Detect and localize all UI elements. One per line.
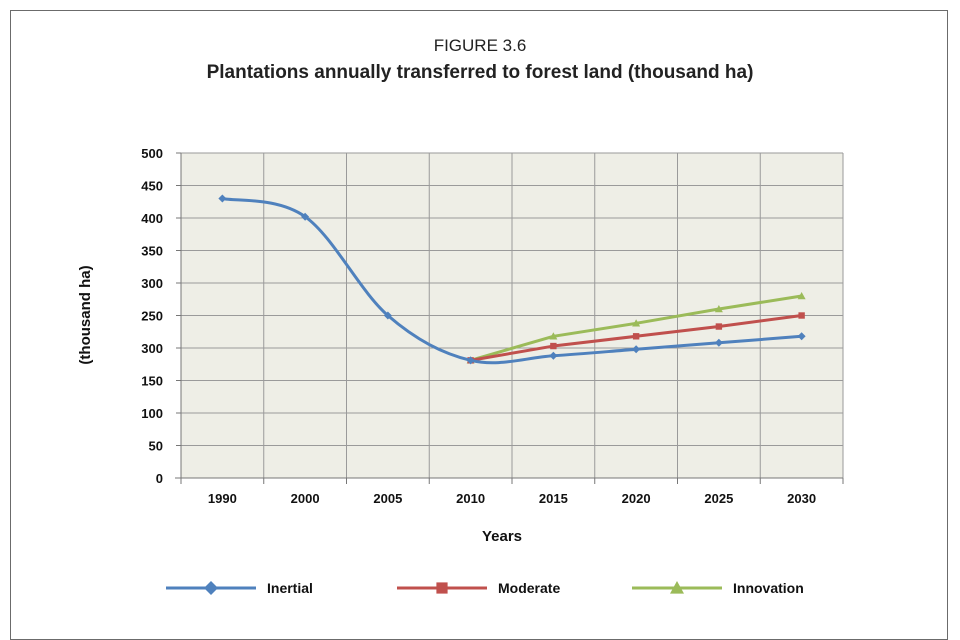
data-point-marker — [670, 581, 684, 594]
gridlines — [181, 152, 844, 478]
series-inertial — [218, 194, 806, 365]
x-tick-label: 2025 — [704, 491, 733, 506]
data-point-marker — [549, 332, 558, 340]
data-point-marker — [301, 212, 310, 221]
axes — [175, 152, 844, 484]
y-tick-label: 150 — [141, 374, 163, 389]
y-tick-label: 350 — [141, 244, 163, 259]
data-point-marker — [466, 356, 475, 365]
data-point-marker — [632, 319, 641, 327]
data-point-marker — [715, 323, 723, 330]
data-point-marker — [714, 305, 723, 313]
y-tick-label: 250 — [141, 309, 163, 324]
x-axis-title: Years — [482, 528, 522, 545]
line-chart: 0 50 100 150 300 250 300 350 400 450 500 1990 2000 2… — [77, 146, 844, 596]
data-point-marker — [632, 345, 641, 354]
y-tick-label: 300 — [141, 341, 163, 356]
data-point-marker — [436, 582, 448, 594]
data-point-marker — [218, 194, 227, 203]
y-axis-ticks: 0 50 100 150 300 250 300 350 400 450 500 — [141, 146, 163, 486]
data-point-marker — [714, 338, 723, 347]
figure-label: FIGURE 3.6 — [433, 36, 527, 55]
y-tick-label: 300 — [141, 276, 163, 291]
series-line — [220, 197, 804, 365]
chart-title: Plantations annually transferred to fore… — [206, 62, 754, 83]
y-tick-label: 450 — [141, 179, 163, 194]
y-tick-label: 100 — [141, 406, 163, 421]
x-tick-label: 2030 — [787, 491, 816, 506]
legend-label: Innovation — [733, 580, 804, 596]
x-tick-label: 1990 — [208, 491, 237, 506]
y-tick-label: 400 — [141, 211, 163, 226]
data-point-marker — [797, 332, 806, 341]
x-axis-ticks: 1990 2000 2005 2010 2015 2020 2025 2030 — [208, 491, 816, 506]
data-point-marker — [204, 581, 218, 595]
data-point-marker — [632, 333, 640, 340]
data-point-marker — [383, 311, 392, 320]
series-lines — [218, 194, 806, 365]
x-tick-label: 2000 — [291, 491, 320, 506]
legend-item-innovation: Innovation — [632, 580, 804, 596]
data-point-marker — [797, 292, 806, 300]
legend-item-moderate: Moderate — [397, 580, 560, 596]
legend: Inertial Moderate Innovation — [166, 580, 804, 596]
y-tick-label: 500 — [141, 146, 163, 161]
legend-label: Inertial — [267, 580, 313, 596]
data-point-marker — [550, 342, 557, 350]
legend-item-inertial: Inertial — [166, 580, 313, 596]
y-axis-title: (thousand ha) — [77, 265, 94, 364]
x-tick-label: 2005 — [373, 491, 402, 506]
legend-label: Moderate — [498, 580, 560, 596]
x-tick-label: 2020 — [622, 491, 651, 506]
y-tick-label: 50 — [149, 439, 163, 454]
y-tick-label: 0 — [156, 471, 163, 486]
x-tick-label: 2015 — [539, 491, 568, 506]
x-tick-label: 2010 — [456, 491, 485, 506]
data-point-marker — [549, 351, 558, 360]
data-point-marker — [798, 312, 805, 319]
